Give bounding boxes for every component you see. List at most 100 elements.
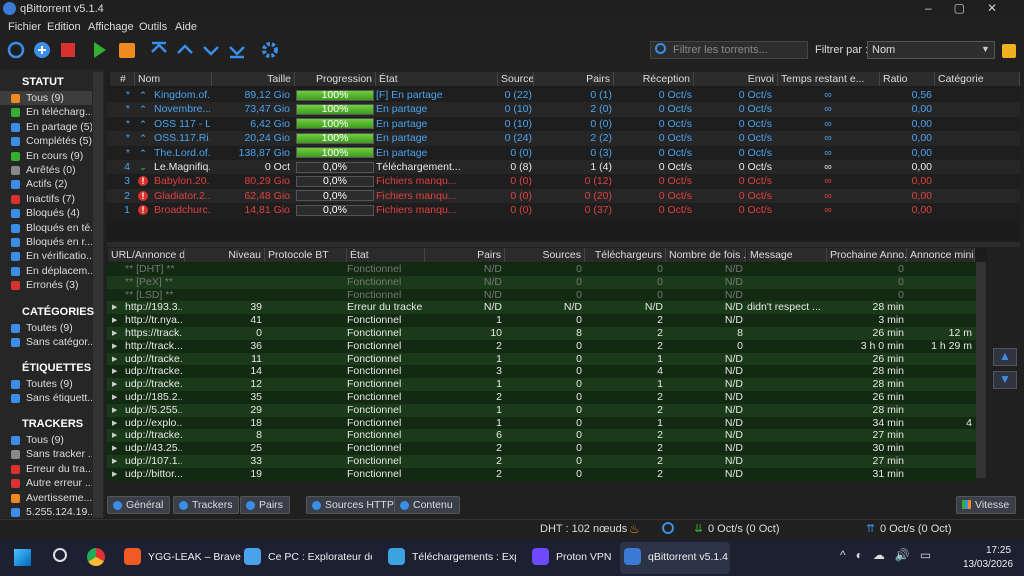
column-header[interactable]: Catégorie xyxy=(935,72,1020,86)
tracker-scrollbar[interactable] xyxy=(976,262,986,478)
expand-arrow[interactable]: ▶ xyxy=(112,381,118,389)
sidebar-scrollbar[interactable] xyxy=(93,72,103,518)
tab-button[interactable]: Sources HTTP xyxy=(306,496,401,514)
menu-item[interactable]: Outils xyxy=(139,21,168,33)
tracker-row[interactable] xyxy=(107,288,976,302)
column-header[interactable]: Pairs xyxy=(534,72,614,86)
column-header[interactable]: Niveau xyxy=(185,248,265,262)
icon[interactable] xyxy=(7,41,25,59)
expand-arrow[interactable]: ▶ xyxy=(112,355,118,363)
filter-item[interactable]: Inactifs (7) xyxy=(26,192,76,205)
filter-item[interactable]: Sans tracker ... xyxy=(26,448,92,461)
menu-item[interactable]: Fichier xyxy=(8,21,42,33)
tab-button[interactable]: Trackers xyxy=(173,496,240,514)
window-controls[interactable]: –▢✕ xyxy=(925,1,1020,15)
column-header[interactable]: Réception xyxy=(614,72,694,86)
column-header[interactable]: Pairs xyxy=(425,248,505,262)
expand-arrow[interactable]: ▶ xyxy=(112,317,118,325)
expand-arrow[interactable]: ▶ xyxy=(112,458,118,465)
filter-item[interactable]: Erronés (3) xyxy=(26,279,79,292)
taskbar-app[interactable]: Téléchargements : Explc xyxy=(412,551,516,563)
tracker-row[interactable] xyxy=(107,301,976,315)
icon[interactable] xyxy=(177,44,193,54)
start-button[interactable] xyxy=(14,549,31,566)
column-header[interactable]: État xyxy=(376,72,498,86)
filter-item[interactable]: Tous (9) xyxy=(26,92,64,104)
column-header[interactable]: Envoi xyxy=(694,72,778,86)
menu-item[interactable]: Affichage xyxy=(88,21,134,33)
tracker-row[interactable] xyxy=(107,275,976,289)
icon[interactable] xyxy=(262,42,278,58)
tracker-row[interactable] xyxy=(107,327,976,340)
filter-item[interactable]: En déplacem... xyxy=(26,264,92,277)
filter-item[interactable]: Bloqués (4) xyxy=(26,207,80,220)
filter-item[interactable]: En partage (5) xyxy=(26,120,92,133)
expand-arrow[interactable]: ▶ xyxy=(112,304,118,312)
taskbar-app[interactable]: Proton VPN xyxy=(556,551,612,563)
app-icon[interactable] xyxy=(124,548,141,565)
filter-item[interactable]: Toutes (9) xyxy=(26,322,73,334)
column-header[interactable]: Téléchargeurs xyxy=(585,248,666,262)
search-button[interactable] xyxy=(53,548,67,562)
toolbar-icons[interactable] xyxy=(0,38,290,62)
app-icon[interactable] xyxy=(388,548,405,565)
column-header[interactable]: Nombre de fois ... xyxy=(666,248,746,262)
column-header[interactable]: Message xyxy=(747,248,827,262)
expand-arrow[interactable]: ▶ xyxy=(112,330,118,337)
tracker-row[interactable] xyxy=(107,416,976,430)
tracker-row[interactable] xyxy=(107,403,976,417)
column-header[interactable]: Temps restant e... xyxy=(778,72,880,86)
filter-item[interactable]: Tous (9) xyxy=(26,434,64,446)
icon[interactable] xyxy=(203,46,219,56)
tracker-row[interactable] xyxy=(107,391,976,404)
tracker-row[interactable] xyxy=(107,339,976,353)
filter-item[interactable]: En télécharg... xyxy=(26,106,92,119)
tracker-row[interactable] xyxy=(107,352,976,366)
column-header[interactable]: Annonce minim... xyxy=(907,248,975,262)
tab-button[interactable]: Pairs xyxy=(240,496,290,514)
expand-arrow[interactable]: ▶ xyxy=(112,419,118,427)
tracker-row[interactable] xyxy=(107,442,976,455)
chrome-icon[interactable] xyxy=(87,548,105,566)
tracker-row[interactable] xyxy=(107,467,976,481)
column-header[interactable]: # xyxy=(110,72,135,86)
move-down-button[interactable]: ▼ xyxy=(993,371,1017,389)
icon[interactable] xyxy=(229,46,245,59)
menu-item[interactable]: Aide xyxy=(175,21,198,33)
filter-item[interactable]: Autre erreur ... xyxy=(26,477,92,490)
filter-item[interactable]: Sans étiquett... xyxy=(26,392,92,405)
taskbar-app[interactable]: YGG-LEAK – Brave xyxy=(148,551,241,563)
column-header[interactable]: URL/Annonce d... xyxy=(108,248,185,262)
expand-arrow[interactable]: ▶ xyxy=(112,445,118,453)
icon[interactable] xyxy=(119,43,135,58)
expand-arrow[interactable]: ▶ xyxy=(112,368,118,376)
tracker-row[interactable] xyxy=(107,378,976,391)
column-header[interactable]: Taille xyxy=(212,72,295,86)
column-header[interactable]: État xyxy=(347,248,425,262)
splitter[interactable] xyxy=(107,242,1020,247)
tracker-row[interactable] xyxy=(107,263,976,276)
icon[interactable] xyxy=(61,43,75,57)
taskbar-app[interactable]: qBittorrent v5.1.4 xyxy=(648,551,728,563)
move-up-button[interactable]: ▲ xyxy=(993,348,1017,366)
tray-icons[interactable]: ^◐☁🔊▭ xyxy=(840,548,942,562)
filter-item[interactable]: Sans catégor... xyxy=(26,336,92,349)
column-header[interactable]: Protocole BT xyxy=(265,248,347,262)
lock-icon[interactable] xyxy=(1002,44,1016,58)
tracker-row[interactable] xyxy=(107,455,976,468)
filter-item[interactable]: En vérificatio... xyxy=(26,250,92,263)
icon[interactable] xyxy=(94,42,106,58)
menu-item[interactable]: Edition xyxy=(47,21,81,33)
app-icon[interactable] xyxy=(532,548,549,565)
app-icon[interactable] xyxy=(624,548,641,565)
filter-item[interactable]: En cours (9) xyxy=(26,149,84,162)
column-header[interactable]: Sources xyxy=(505,248,585,262)
filter-item[interactable]: Avertisseme... xyxy=(26,491,92,504)
filter-item[interactable]: Erreur du tra... xyxy=(26,462,92,475)
column-header[interactable]: Prochaine Anno... xyxy=(827,248,907,262)
tracker-row[interactable] xyxy=(107,429,976,443)
tab-button[interactable]: Contenu xyxy=(394,496,460,514)
filter-item[interactable]: Actifs (2) xyxy=(26,178,68,191)
column-header[interactable]: Nom xyxy=(135,72,212,86)
filter-select[interactable]: Nom xyxy=(867,41,995,59)
